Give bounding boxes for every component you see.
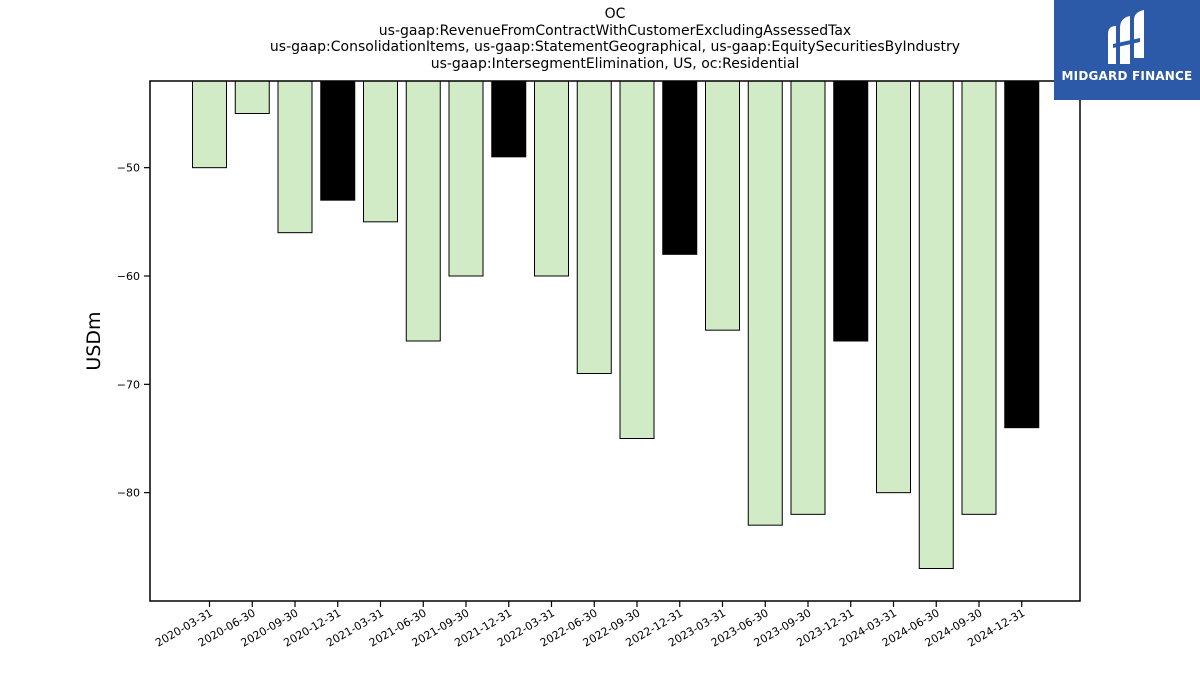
bar-2022-12-31 xyxy=(662,80,698,255)
y-tick-label: −50 xyxy=(117,162,140,175)
bar-2022-06-30 xyxy=(576,80,612,374)
y-axis-label: USDm xyxy=(83,311,105,370)
logo-mark-icon xyxy=(1108,10,1144,64)
bar-2021-03-31 xyxy=(363,80,398,223)
bar-2022-03-31 xyxy=(534,80,569,277)
bar-2022-09-30 xyxy=(619,80,655,439)
bar-2021-12-31 xyxy=(491,80,527,158)
bar-2021-09-30 xyxy=(448,80,484,277)
bar-2020-06-30 xyxy=(234,80,270,114)
bar-2024-03-31 xyxy=(876,80,911,494)
bar-2023-06-30 xyxy=(747,80,783,526)
y-tick-label: −80 xyxy=(117,487,140,500)
chart-title-line-4: us-gaap:IntersegmentElimination, US, oc:… xyxy=(430,56,800,72)
bar-2024-12-31 xyxy=(1004,80,1040,429)
chart-title-line-2: us-gaap:RevenueFromContractWithCustomerE… xyxy=(378,23,852,39)
y-tick-label: −60 xyxy=(117,270,140,283)
bar-2023-12-31 xyxy=(833,80,869,342)
bar-2024-09-30 xyxy=(961,80,997,515)
brand-logo: MIDGARD FINANCE xyxy=(1054,0,1200,100)
y-tick-label: −70 xyxy=(117,378,140,391)
bar-2020-12-31 xyxy=(320,80,356,201)
bar-2023-03-31 xyxy=(705,80,740,331)
logo-text: MIDGARD FINANCE xyxy=(1061,69,1193,83)
bar-2023-09-30 xyxy=(790,80,826,515)
bar-2020-03-31 xyxy=(192,80,227,169)
bar-2024-06-30 xyxy=(918,80,954,569)
plot-frame xyxy=(149,80,1081,602)
bar-2020-09-30 xyxy=(277,80,313,234)
bar-2021-06-30 xyxy=(405,80,441,342)
chart-title-line-1: OC xyxy=(604,6,626,22)
chart-title-line-3: us-gaap:ConsolidationItems, us-gaap:Stat… xyxy=(269,39,961,55)
